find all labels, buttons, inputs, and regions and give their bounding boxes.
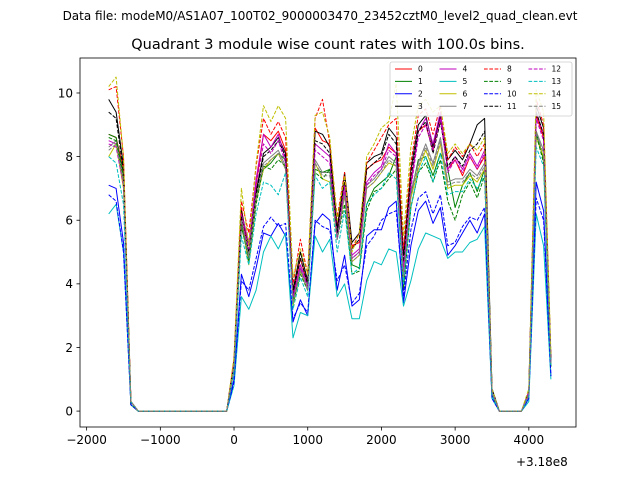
data-file-label: Data file: modeM0/AS1A07_100T02_90000034…: [63, 9, 578, 23]
legend-label-14: 14: [552, 89, 562, 98]
y-tick-label: 8: [65, 150, 73, 164]
legend-label-7: 7: [463, 102, 468, 111]
x-tick-label: 3000: [440, 433, 471, 447]
x-tick-label: 2000: [366, 433, 397, 447]
legend-label-3: 3: [418, 102, 423, 111]
legend-label-13: 13: [552, 77, 562, 86]
legend-label-6: 6: [463, 89, 468, 98]
legend-label-11: 11: [507, 102, 517, 111]
legend-label-8: 8: [507, 65, 512, 74]
x-offset-label: +3.18e8: [516, 455, 568, 469]
legend-label-4: 4: [463, 65, 468, 74]
y-tick-label: 10: [58, 86, 73, 100]
legend-label-1: 1: [418, 77, 423, 86]
y-tick-label: 4: [65, 277, 73, 291]
y-tick-label: 2: [65, 341, 73, 355]
x-tick-label: −2000: [66, 433, 107, 447]
x-tick-label: 1000: [292, 433, 323, 447]
legend-box: [389, 61, 573, 117]
x-tick-label: 0: [230, 433, 238, 447]
series-line-11: [108, 111, 552, 412]
y-tick-label: 6: [65, 214, 73, 228]
x-tick-label: 4000: [514, 433, 545, 447]
legend-label-10: 10: [507, 89, 517, 98]
legend-label-15: 15: [552, 102, 562, 111]
x-tick-label: −1000: [140, 433, 181, 447]
series-line-15: [108, 133, 552, 412]
chart-title: Quadrant 3 module wise count rates with …: [131, 37, 525, 53]
plot-frame: [79, 57, 577, 428]
series-layer: [108, 76, 552, 412]
legend-label-5: 5: [463, 77, 468, 86]
legend-label-0: 0: [418, 65, 423, 74]
legend-label-12: 12: [552, 65, 562, 74]
y-tick-label: 0: [65, 404, 73, 418]
legend-label-9: 9: [507, 77, 512, 86]
legend-label-2: 2: [418, 89, 423, 98]
